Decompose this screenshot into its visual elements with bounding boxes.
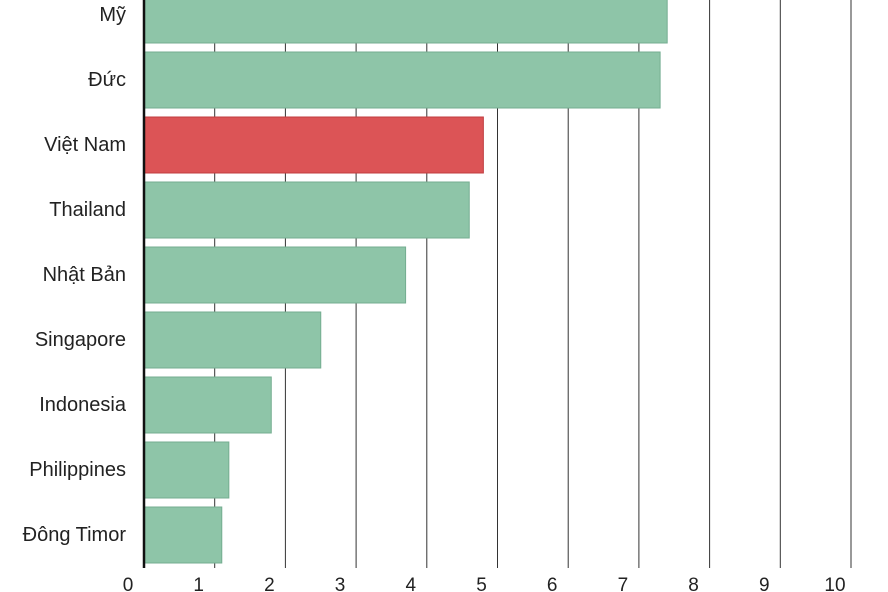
x-tick-label-8: 8 [688,575,699,592]
x-tick-label-10: 10 [824,575,845,592]
bar-6 [143,376,272,434]
bar-3 [143,181,470,239]
x-tick-label-3: 3 [335,575,346,592]
x-tick-label-4: 4 [406,575,417,592]
bars [143,0,668,564]
bar-2 [143,116,484,174]
bar-8 [143,506,223,564]
category-label-1: Đức [88,69,126,91]
bar-4 [143,246,407,304]
x-tick-label-2: 2 [264,575,275,592]
category-label-0: Mỹ [99,4,126,26]
bar-7 [143,441,230,499]
category-label-5: Singapore [35,329,126,351]
x-tick-label-6: 6 [547,575,558,592]
category-labels: Mỹ Đức Việt Nam Thailand Nhật Bản Singapore In… [23,4,127,546]
category-label-4: Nhật Bản [43,264,126,286]
category-label-3: Thailand [49,199,126,221]
category-label-7: Philippines [29,459,126,481]
x-tick-label-5: 5 [476,575,487,592]
x-tick-label-7: 7 [618,575,629,592]
x-tick-label-1: 1 [193,575,204,592]
category-label-6: Indonesia [39,394,127,416]
category-label-8: Đông Timor [23,524,127,546]
x-tick-label-0: 0 [123,575,134,592]
bar-0 [143,0,668,44]
bar-5 [143,311,322,369]
x-tick-label-9: 9 [759,575,770,592]
x-tick-labels: 0 1 2 3 4 5 6 7 8 9 10 [123,575,846,592]
bar-1 [143,51,661,109]
category-label-2: Việt Nam [44,134,126,156]
